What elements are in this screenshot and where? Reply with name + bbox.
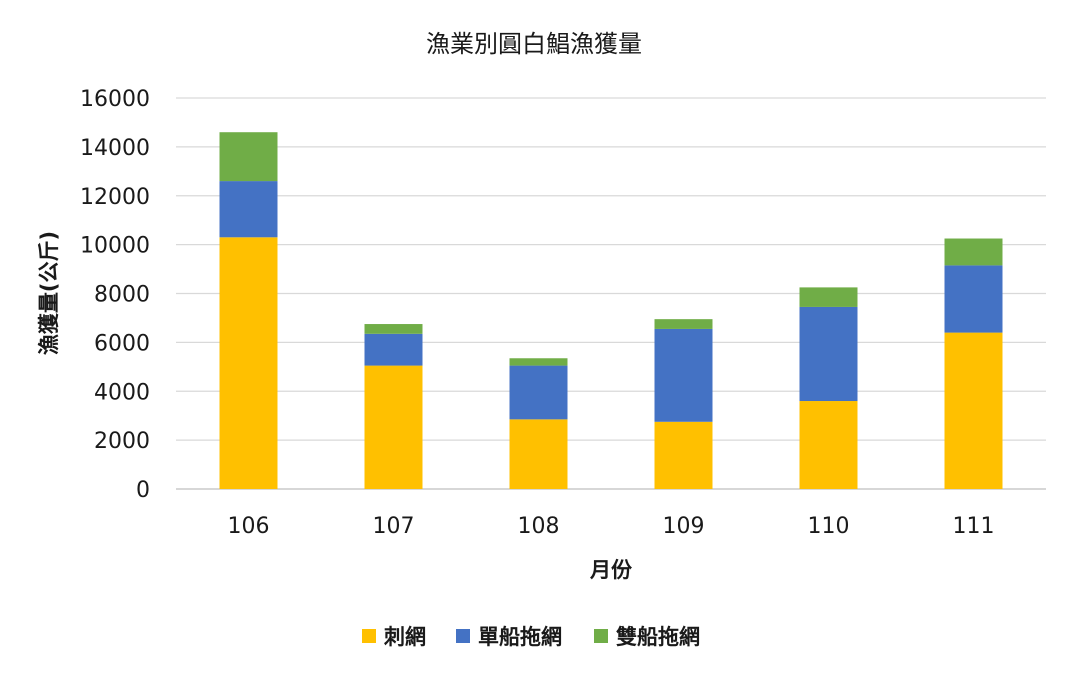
bar-segment xyxy=(219,237,278,489)
bar-segment xyxy=(364,365,423,489)
x-axis-ticks: 106 107 108 109 110 111 xyxy=(228,514,995,539)
legend-label: 雙船拖網 xyxy=(616,625,700,649)
y-tick-label: 8000 xyxy=(94,283,150,308)
legend-swatch xyxy=(362,629,376,643)
y-tick-label: 12000 xyxy=(80,185,150,210)
bar-segment xyxy=(219,132,278,182)
y-axis-ticks: 0 2000 4000 6000 8000 10000 12000 14000 16000 xyxy=(80,87,150,503)
y-tick-label: 14000 xyxy=(80,136,150,161)
bar-segment xyxy=(944,265,1003,333)
x-tick-label: 107 xyxy=(373,514,415,539)
x-tick-label: 108 xyxy=(518,514,560,539)
legend-swatch xyxy=(456,629,470,643)
bar-segment xyxy=(364,324,423,334)
bar-segment xyxy=(944,238,1003,266)
bar-segment xyxy=(799,401,858,489)
y-tick-label: 0 xyxy=(136,478,150,503)
legend: 刺網 單船拖網 雙船拖網 xyxy=(362,625,700,649)
bar-segment xyxy=(799,306,858,402)
bar-segment xyxy=(364,333,423,366)
x-axis-label: 月份 xyxy=(589,558,633,582)
bar-segment xyxy=(219,181,278,238)
bar-segment xyxy=(944,332,1003,489)
legend-label: 單船拖網 xyxy=(478,625,562,649)
y-tick-label: 16000 xyxy=(80,87,150,112)
legend-swatch xyxy=(594,629,608,643)
y-axis-label: 漁獲量(公斤) xyxy=(37,231,61,355)
y-tick-label: 6000 xyxy=(94,331,150,356)
y-tick-label: 2000 xyxy=(94,429,150,454)
y-tick-label: 10000 xyxy=(80,234,150,259)
chart-title: 漁業別圓白鯧漁獲量 xyxy=(426,30,642,58)
gridlines xyxy=(176,97,1046,490)
bars xyxy=(219,132,1003,489)
bar-segment xyxy=(509,358,568,366)
legend-label: 刺網 xyxy=(384,625,426,649)
x-tick-label: 109 xyxy=(663,514,705,539)
bar-segment xyxy=(654,421,713,489)
bar-segment xyxy=(509,419,568,489)
x-tick-label: 111 xyxy=(953,514,995,539)
bar-segment xyxy=(799,287,858,307)
bar-segment xyxy=(654,328,713,422)
x-tick-label: 106 xyxy=(228,514,270,539)
bar-segment xyxy=(509,365,568,420)
bar-segment xyxy=(654,319,713,329)
x-tick-label: 110 xyxy=(808,514,850,539)
y-tick-label: 4000 xyxy=(94,380,150,405)
